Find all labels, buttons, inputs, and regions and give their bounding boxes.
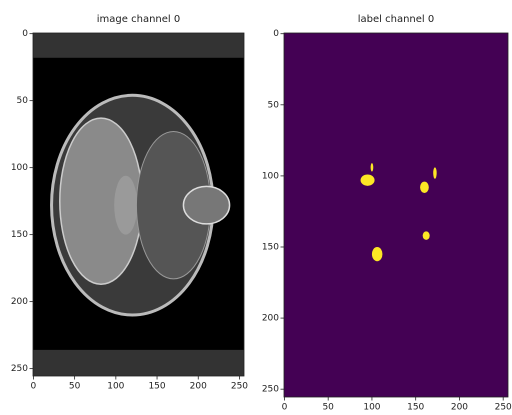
y-tick-label: 200 xyxy=(11,297,28,307)
chart-title: image channel 0 xyxy=(97,14,180,25)
x-tick-label: 200 xyxy=(190,382,207,392)
y-tick-label: 0 xyxy=(273,29,279,39)
label-blob xyxy=(371,163,374,172)
label-blob xyxy=(372,247,383,261)
x-tick-label: 100 xyxy=(107,382,124,392)
x-tick-label: 50 xyxy=(322,403,334,413)
x-tick-label: 150 xyxy=(148,382,165,392)
y-tick-label: 100 xyxy=(11,163,28,173)
x-tick-label: 100 xyxy=(363,403,380,413)
x-tick-label: 0 xyxy=(31,382,37,392)
label-blob xyxy=(361,174,375,185)
y-tick-label: 50 xyxy=(17,96,29,106)
brain-stem xyxy=(114,176,137,235)
y-tick-label: 250 xyxy=(11,364,28,374)
x-tick-label: 250 xyxy=(231,382,248,392)
x-tick-label: 50 xyxy=(69,382,81,392)
label-blob xyxy=(433,167,437,178)
y-tick-label: 200 xyxy=(262,314,279,324)
y-tick-label: 0 xyxy=(22,29,28,39)
chart-title: label channel 0 xyxy=(358,14,434,25)
x-tick-label: 250 xyxy=(495,403,512,413)
y-tick-label: 150 xyxy=(262,242,279,252)
figure: image channel 00501001502002500501001502… xyxy=(0,0,512,415)
y-tick-label: 100 xyxy=(262,171,279,181)
x-tick-label: 200 xyxy=(451,403,468,413)
x-tick-label: 150 xyxy=(407,403,424,413)
nose xyxy=(183,186,229,224)
label-background xyxy=(284,33,508,397)
label-blob xyxy=(423,231,430,240)
y-tick-label: 250 xyxy=(262,385,279,395)
x-tick-label: 0 xyxy=(282,403,288,413)
label-blob xyxy=(420,182,429,193)
y-tick-label: 150 xyxy=(11,230,28,240)
y-tick-label: 50 xyxy=(268,100,280,110)
